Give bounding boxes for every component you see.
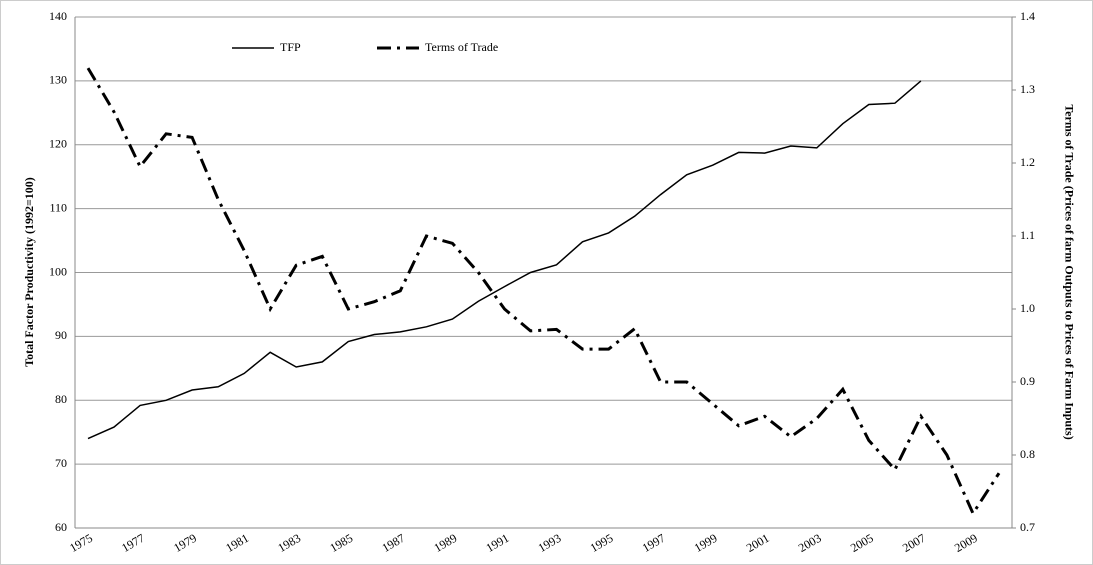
- y2-tick-label: 1.2: [1020, 155, 1035, 169]
- y2-tick-label: 0.7: [1020, 520, 1035, 534]
- y2-tick-label: 1.0: [1020, 301, 1035, 315]
- y-tick-label: 140: [49, 9, 67, 23]
- y2-tick-label: 1.3: [1020, 82, 1035, 96]
- y-axis-title: Total Factor Productivity (1992=100): [22, 177, 36, 367]
- series-line: [87, 80, 922, 440]
- y2-axis-title: Terms of Trade (Prices of farm Outputs t…: [1062, 104, 1076, 439]
- series-line: [86, 67, 1001, 517]
- y-tick-label: 70: [55, 456, 67, 470]
- y2-tick-label: 0.8: [1020, 447, 1035, 461]
- y-tick-label: 120: [49, 137, 67, 151]
- legend-label: TFP: [280, 40, 301, 54]
- y-tick-label: 100: [49, 264, 67, 278]
- legend-label: Terms of Trade: [425, 40, 498, 54]
- y-tick-label: 110: [49, 200, 67, 214]
- y-tick-label: 60: [55, 520, 67, 534]
- y2-tick-label: 1.4: [1020, 9, 1035, 23]
- y2-tick-label: 1.1: [1020, 228, 1035, 242]
- y-tick-label: 130: [49, 73, 67, 87]
- y2-tick-label: 0.9: [1020, 374, 1035, 388]
- y-tick-label: 90: [55, 328, 67, 342]
- y-tick-label: 80: [55, 392, 67, 406]
